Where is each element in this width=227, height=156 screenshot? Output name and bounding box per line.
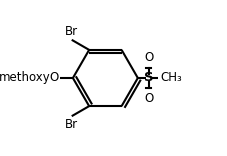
Text: O: O <box>144 51 153 64</box>
Text: O: O <box>144 92 153 105</box>
Text: S: S <box>144 71 153 85</box>
Text: Br: Br <box>64 24 77 37</box>
Text: methoxy: methoxy <box>0 71 50 85</box>
Text: O: O <box>49 71 58 85</box>
Text: CH₃: CH₃ <box>160 71 182 85</box>
Text: Br: Br <box>64 119 77 132</box>
